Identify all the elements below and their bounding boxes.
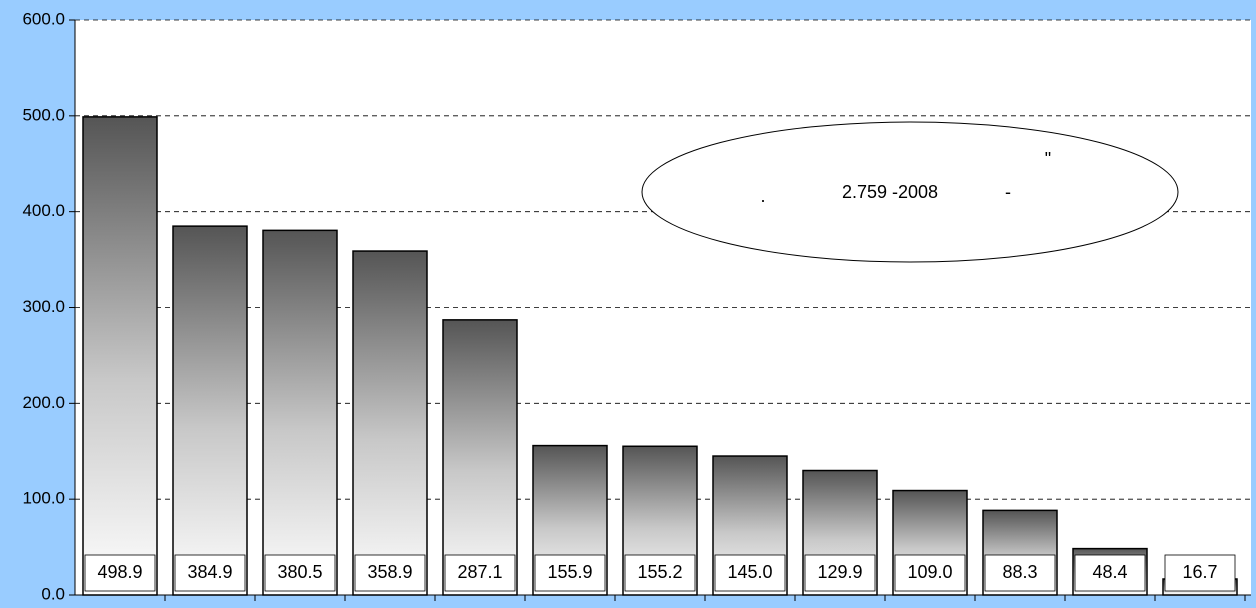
annotation-ellipse: [641, 121, 1179, 263]
value-label: 48.4: [1092, 562, 1127, 582]
value-label: 16.7: [1182, 562, 1217, 582]
value-label: 287.1: [457, 562, 502, 582]
y-tick-label: 200.0: [22, 393, 65, 412]
annotation: .: [760, 186, 765, 206]
value-label-box: [984, 554, 1056, 592]
value-label: 155.2: [637, 562, 682, 582]
value-label-box: [1074, 554, 1146, 592]
y-tick-label: 300.0: [22, 297, 65, 316]
y-tick-label: 400.0: [22, 201, 65, 220]
value-label: 155.9: [547, 562, 592, 582]
y-tick-label: 500.0: [22, 105, 65, 124]
value-label: 498.9: [97, 562, 142, 582]
bar: [172, 225, 248, 596]
value-label-box: [894, 554, 966, 592]
value-label-box: [264, 554, 336, 592]
value-label: 88.3: [1002, 562, 1037, 582]
y-tick-label: 100.0: [22, 489, 65, 508]
value-label-box: [174, 554, 246, 592]
y-tick-label: 600.0: [22, 9, 65, 28]
value-label-box: [804, 554, 876, 592]
bar: [442, 319, 518, 596]
value-label: 109.0: [907, 562, 952, 582]
value-label-box: [1164, 554, 1236, 592]
bar: [82, 116, 158, 596]
bar: [352, 250, 428, 596]
value-label: 380.5: [277, 562, 322, 582]
annotation: 2.759 -2008: [842, 182, 938, 202]
y-tick-label: 0.0: [41, 584, 65, 603]
annotation: -: [1005, 182, 1011, 202]
value-label-box: [714, 554, 786, 592]
value-label: 358.9: [367, 562, 412, 582]
value-label: 145.0: [727, 562, 772, 582]
value-label-box: [354, 554, 426, 592]
bar: [262, 229, 338, 596]
value-label: 129.9: [817, 562, 862, 582]
value-label-box: [84, 554, 156, 592]
value-label-box: [624, 554, 696, 592]
value-label-box: [444, 554, 516, 592]
value-label-box: [534, 554, 606, 592]
value-label: 384.9: [187, 562, 232, 582]
annotation: ": [1045, 149, 1051, 169]
